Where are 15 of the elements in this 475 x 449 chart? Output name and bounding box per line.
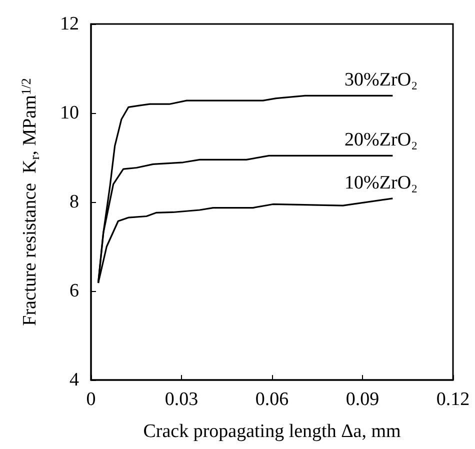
series-label: 30%ZrO₂: [344, 70, 418, 91]
y-tick-label: 6: [70, 280, 79, 302]
y-tick-label: 8: [70, 192, 79, 212]
y-axis-title: Fracture resistance Kr, MPam1/2: [18, 78, 42, 326]
x-axis-title: Crack propagating length Δa, mm: [143, 421, 401, 442]
y-tick-label: 12: [60, 14, 79, 34]
x-tick-label: 0.09: [346, 389, 380, 410]
y-tick-label: 10: [60, 102, 79, 124]
x-tick-label: 0.03: [164, 389, 198, 410]
x-tick-label: 0: [86, 389, 96, 410]
y-tick-label: 4: [70, 370, 80, 390]
x-tick-label: 0.12: [436, 389, 470, 410]
x-tick-label: 0.06: [255, 389, 289, 410]
series-label: 20%ZrO₂: [344, 130, 418, 151]
series-label: 10%ZrO₂: [344, 172, 418, 194]
